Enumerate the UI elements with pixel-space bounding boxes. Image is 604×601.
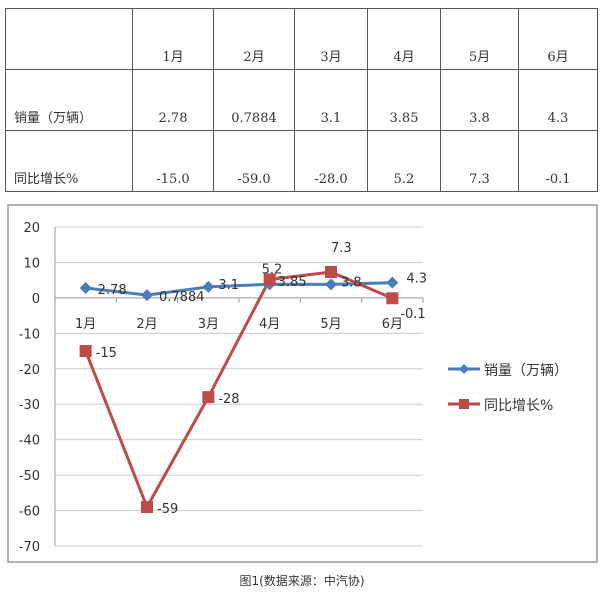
x-tick-label: 3月: [198, 317, 219, 332]
table-cell: 2.78: [132, 69, 214, 131]
table-corner: [5, 8, 133, 70]
data-label: -59: [157, 502, 178, 517]
data-label: -0.1: [400, 307, 425, 322]
data-point-square: [202, 391, 215, 404]
y-tick-label: 10: [23, 256, 40, 271]
data-label: 2.78: [98, 283, 127, 298]
data-point-diamond: [202, 280, 215, 293]
table-row: 销量（万辆） 2.78 0.7884 3.1 3.85 3.8 4.3: [5, 69, 598, 131]
sales-table: 1月 2月 3月 4月 5月 6月 销量（万辆） 2.78 0.7884 3.1…: [5, 8, 598, 192]
series-line: [84, 270, 393, 511]
data-point-square: [79, 345, 92, 358]
data-label: -15: [96, 346, 117, 361]
table-cell: -15.0: [132, 130, 214, 192]
x-tick-label: 6月: [382, 317, 403, 332]
table-cell: 5.2: [367, 130, 441, 192]
data-point-square: [141, 501, 153, 514]
table-cell: 4.3: [518, 69, 598, 131]
month-header: 2月: [213, 8, 295, 70]
y-tick-label: 20: [23, 221, 40, 236]
y-tick-label: -20: [19, 363, 40, 378]
y-tick-label: -40: [19, 434, 40, 449]
data-point-square: [263, 273, 276, 286]
table-header-row: 1月 2月 3月 4月 5月 6月: [5, 8, 598, 70]
table-row: 同比增长% -15.0 -59.0 -28.0 5.2 7.3 -0.1: [5, 130, 598, 192]
table-cell: 7.3: [440, 130, 519, 192]
data-label: 0.7884: [159, 290, 205, 305]
y-tick-label: 0: [32, 292, 40, 307]
y-tick-label: -60: [19, 505, 40, 520]
row-label: 销量（万辆）: [5, 69, 133, 131]
data-point-square: [386, 292, 399, 305]
data-label: 4.3: [406, 272, 427, 287]
table-cell: 0.7884: [213, 69, 295, 131]
table-cell: -59.0: [213, 130, 295, 192]
data-label: 3.85: [278, 275, 307, 290]
x-tick-label: 1月: [75, 317, 96, 332]
x-tick-label: 2月: [136, 317, 157, 332]
x-tick-label: 5月: [320, 317, 341, 332]
legend-diamond-icon: [459, 364, 469, 374]
legend-label: 同比增长%: [484, 398, 553, 414]
month-header: 5月: [440, 8, 519, 70]
series-line: [85, 281, 393, 297]
data-point-diamond: [386, 276, 399, 289]
table-cell: 3.1: [294, 69, 368, 131]
figure-caption: 图1(数据来源：中汽协): [239, 574, 365, 588]
data-label: 7.3: [331, 241, 352, 256]
line-chart: 20 10 0 -10 -20 -30 -40 -50 -60 -70 1月 2月 3月 4月 5月 6月 2.…: [7, 204, 598, 563]
data-label: 3.8: [341, 275, 362, 290]
row-label: 同比增长%: [5, 130, 133, 192]
data-label: -28: [218, 392, 239, 407]
y-tick-label: -10: [19, 327, 40, 342]
month-header: 3月: [294, 8, 368, 70]
table-cell: -28.0: [294, 130, 368, 192]
chart-frame: [7, 204, 598, 563]
data-point-diamond: [325, 278, 337, 291]
data-point-square: [325, 266, 337, 279]
y-tick-label: -30: [19, 398, 40, 413]
table-cell: 3.85: [367, 69, 441, 131]
y-tick-label: -50: [19, 469, 40, 484]
legend-square-icon: [459, 399, 469, 409]
month-header: 6月: [518, 8, 598, 70]
y-tick-label: -70: [19, 540, 40, 555]
table-cell: 3.8: [440, 69, 519, 131]
legend-label: 销量（万辆）: [484, 363, 568, 379]
data-label: 5.2: [262, 262, 283, 277]
month-header: 1月: [132, 8, 214, 70]
data-label: 3.1: [218, 278, 239, 293]
data-point-diamond: [141, 289, 153, 302]
table-cell: -0.1: [518, 130, 598, 192]
x-tick-label: 4月: [259, 317, 280, 332]
month-header: 4月: [367, 8, 441, 70]
data-point-diamond: [79, 282, 92, 295]
